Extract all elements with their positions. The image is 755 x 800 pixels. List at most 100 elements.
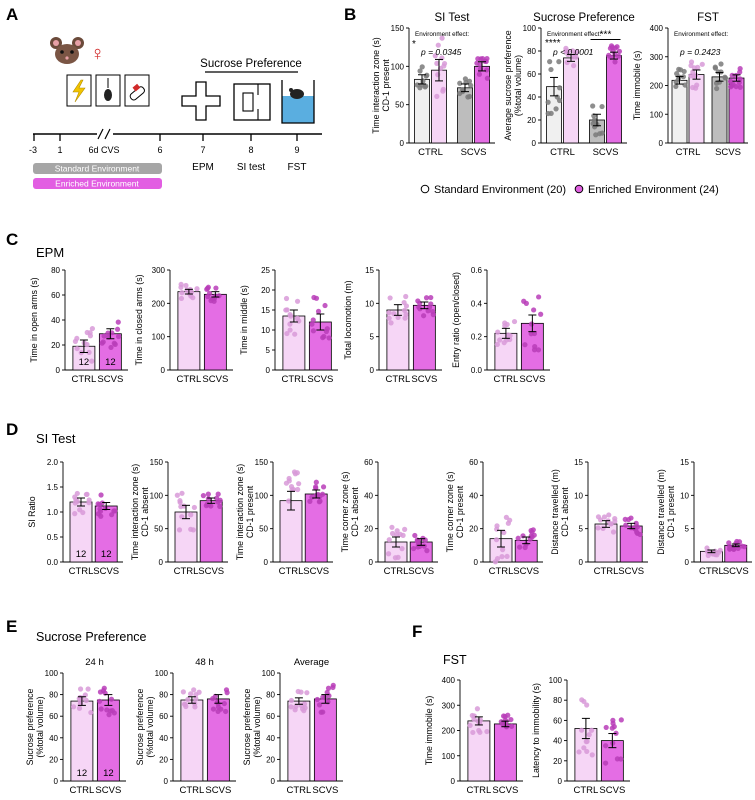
chart-d3-bar — [304, 493, 328, 563]
chart-f2-data-point — [618, 717, 624, 723]
chart-c1-n-label: 12 — [79, 357, 90, 368]
chart-c2-y-tick-label: 300 — [152, 266, 166, 275]
chart-d5-data-point — [494, 555, 501, 562]
chart-c1-data-point — [89, 325, 95, 332]
chart-e2-category-label: SCVS — [205, 785, 231, 796]
chart-c5-data-point — [502, 320, 508, 326]
chart-f2-data-point — [581, 745, 587, 751]
chart-e1-data-point — [83, 697, 89, 703]
chart-c2-y-tick-label: 0 — [161, 366, 166, 375]
chart-d1-n-label: 12 — [101, 549, 112, 560]
chart-d6-data-point — [612, 518, 618, 524]
chart-c5-data-point — [532, 344, 538, 350]
chart-b1-effect-label: Environment effect: — [415, 31, 469, 38]
chart-b2-data-point — [615, 53, 622, 59]
chart-e3-data-point — [325, 685, 332, 691]
chart-c5-data-point — [511, 318, 518, 325]
chart-b1-p-value: p = 0.0345 — [420, 47, 462, 57]
chart-d3-y-label: Time interaction zone (s)CD-1 present — [235, 464, 255, 561]
chart-d6-data-point — [595, 525, 601, 531]
chart-d2-data-point — [215, 491, 221, 497]
chart-f1-data-point — [505, 712, 511, 718]
chart-d3-data-point — [286, 498, 292, 504]
chart-b2-data-point — [564, 59, 570, 66]
chart-d5-y-label: Time corner zone (s)CD-1 present — [445, 472, 465, 553]
chart-d3-data-point — [283, 480, 289, 486]
chart-c1-y-label: Time in open arms (s) — [29, 277, 39, 362]
chart-d6-data-point — [622, 516, 628, 522]
chart-c1-title: EPM — [36, 245, 64, 260]
chart-d2-category-label: CTRL — [174, 566, 199, 577]
chart-d7-data-point — [739, 543, 745, 549]
chart-d3-data-point — [313, 479, 319, 485]
chart-f2-data-point — [584, 748, 590, 755]
chart-f2-data-point — [586, 732, 592, 738]
chart-d6-data-point — [634, 529, 640, 535]
chart-c5-y-label: Entry ratio (open/closed) — [451, 272, 461, 368]
chart-d5-category-label: SCVS — [513, 566, 539, 577]
chart-d2-data-point — [200, 493, 206, 499]
chart-c1-y-tick-label: 0 — [56, 366, 61, 375]
chart-c5-y-tick-label: 0.4 — [471, 299, 483, 308]
sucrose-assay-title: Sucrose Preference — [200, 58, 302, 70]
chart-c2-y-tick-label: 100 — [152, 333, 166, 342]
chart-d6-y-label: Distance travelled (m)CD-1 absent — [550, 469, 570, 555]
chart-f2-data-point — [609, 725, 615, 731]
chart-c5-data-point — [521, 298, 527, 304]
chart-c5-y-tick-label: 0.6 — [471, 266, 483, 275]
chart-d6: 0 5 10 15 Distance travelled (m)CD-1 absent C… — [550, 458, 648, 577]
chart-d1: 0.0 0.5 1.0 1.5 2.0 SI Ratio SI Test CTRL 12 SCVS… — [27, 431, 123, 577]
chart-f2-data-point — [603, 724, 609, 731]
chart-e1-category-label: CTRL — [69, 785, 94, 796]
chart-b1-y-tick-label: 50 — [395, 101, 404, 110]
chart-c3-data-point — [287, 327, 293, 333]
chart-d4-data-point — [386, 537, 392, 543]
chart-e2-data-point — [180, 689, 186, 695]
enriched-environment-label: Enriched Environment — [55, 179, 139, 189]
chart-c1-y-tick-label: 40 — [51, 316, 60, 325]
label-fst: FST — [288, 162, 307, 173]
chart-c5-data-point — [497, 337, 503, 343]
chart-c5-data-point — [494, 341, 500, 348]
chart-e2-y-label: Sucrose preference(%total volume) — [135, 689, 155, 766]
chart-c2-data-point — [178, 281, 184, 288]
chart-e3-data-point — [330, 682, 336, 688]
chart-c1-data-point — [114, 326, 121, 332]
chart-f1-data-point — [500, 713, 507, 719]
chart-b2-data-point — [606, 52, 612, 58]
chart-e2-y-tick-label: 60 — [159, 712, 168, 721]
chart-e3-data-point — [301, 708, 307, 714]
chart-c4-data-point — [395, 314, 401, 321]
chart-d5-data-point — [505, 520, 511, 526]
chart-c1-data-point — [84, 341, 90, 348]
chart-c4-data-point — [417, 306, 423, 312]
chart-d5-data-point — [517, 544, 523, 550]
chart-d6-data-point — [633, 520, 639, 526]
chart-d3-data-point — [294, 470, 300, 476]
chart-b3-y-tick-label: 0 — [659, 139, 664, 148]
chart-f2: 0 20 40 60 80 100 Latency to immobility (s) CTR… — [531, 676, 630, 796]
chart-b1-y-tick-label: 100 — [391, 62, 405, 71]
chart-c4-data-point — [401, 307, 408, 314]
chart-b2-effect-label: Environment effect: — [547, 31, 601, 38]
chart-b2-data-point — [556, 97, 563, 104]
chart-d4-category-label: CTRL — [384, 566, 409, 577]
chart-e1-data-point — [77, 686, 84, 692]
chart-f2-y-label: Latency to immobility (s) — [531, 683, 541, 778]
chart-b1-data-point — [480, 56, 486, 62]
chart-b2-data-point — [556, 85, 563, 91]
chart-b3-data-point — [694, 82, 700, 88]
chart-d2-y-tick-label: 0 — [159, 558, 164, 567]
chart-e1-y-tick-label: 20 — [49, 755, 58, 764]
chart-d1-category-label: CTRL — [69, 566, 94, 577]
chart-c3-data-point — [310, 328, 317, 334]
legend-enriched-label: Enriched Environment (24) — [588, 184, 719, 196]
chart-b1-data-point — [432, 53, 438, 59]
chart-c5-data-point — [536, 294, 542, 300]
chart-f2-data-point — [583, 739, 589, 745]
chart-d5-data-point — [500, 547, 506, 553]
chart-b1-data-point — [484, 67, 490, 73]
chart-d3-category-label: CTRL — [279, 566, 304, 577]
chart-d7-category-label: SCVS — [723, 566, 749, 577]
chart-e2-data-point — [188, 691, 194, 697]
